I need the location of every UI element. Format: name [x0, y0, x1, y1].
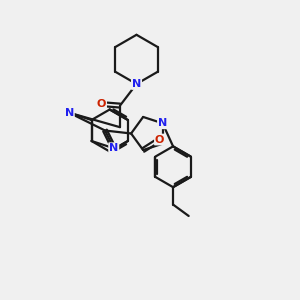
- Text: N: N: [64, 108, 74, 118]
- Text: N: N: [158, 118, 167, 128]
- Text: O: O: [97, 99, 106, 109]
- Text: N: N: [132, 79, 141, 89]
- Text: O: O: [155, 134, 164, 145]
- Text: N: N: [109, 143, 119, 153]
